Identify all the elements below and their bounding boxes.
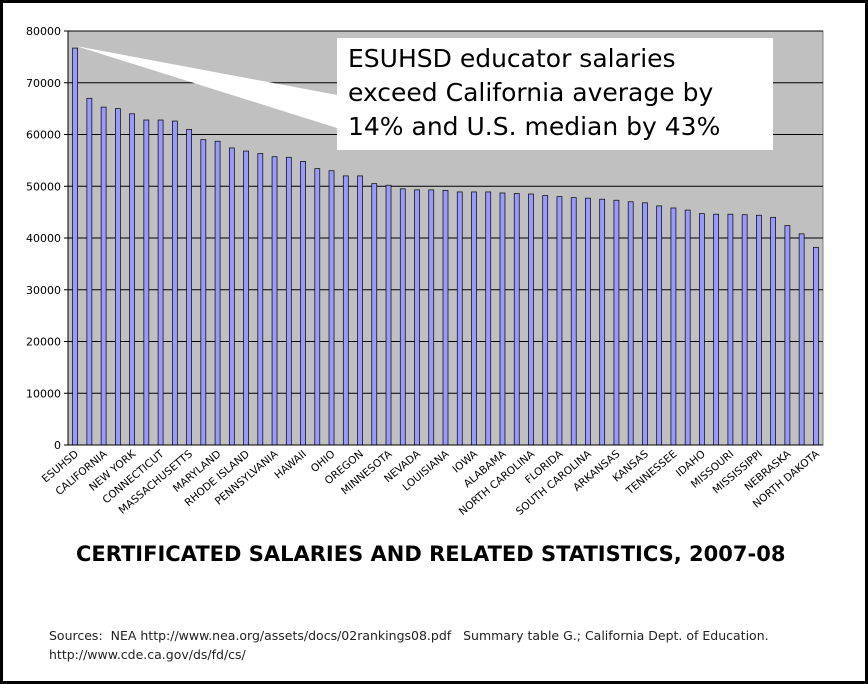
- bar: [585, 197, 591, 446]
- bar: [271, 156, 278, 446]
- callout-box: [337, 38, 773, 150]
- bar: [756, 214, 762, 446]
- bar: [599, 198, 606, 446]
- sources-note: Sources: NEA http://www.nea.org/assets/d…: [49, 626, 849, 664]
- y-tick-label: 10000: [26, 387, 61, 400]
- bar: [143, 119, 150, 446]
- bar: [228, 147, 235, 446]
- bar: [129, 113, 135, 446]
- bar: [542, 195, 549, 446]
- y-tick-label: 20000: [26, 336, 61, 349]
- bar: [300, 161, 306, 446]
- bar: [257, 153, 264, 446]
- bar: [72, 47, 78, 446]
- bar: [214, 140, 221, 446]
- bar: [670, 207, 677, 446]
- bar: [727, 213, 734, 446]
- bar: [371, 183, 378, 446]
- bar: [243, 150, 249, 446]
- axes: [64, 30, 823, 446]
- bar: [399, 188, 406, 446]
- bar: [813, 246, 819, 446]
- y-tick-label: 70000: [26, 77, 61, 90]
- bar: [157, 119, 164, 446]
- bar: [570, 197, 577, 446]
- y-tick-labels: 0 10000 20000 30000 40000 50000 60000 70000 8000…: [26, 25, 61, 452]
- bar: [456, 191, 463, 446]
- bar: [357, 175, 363, 446]
- x-tick-label: HAWAII: [272, 448, 309, 481]
- y-tick-label: 60000: [26, 129, 61, 142]
- bar: [171, 120, 178, 446]
- bar: [428, 189, 435, 446]
- bar: [556, 196, 563, 446]
- bar: [684, 209, 691, 446]
- y-tick-label: 50000: [26, 180, 61, 193]
- bar: [528, 193, 534, 446]
- bar: [86, 97, 93, 446]
- bar: [699, 213, 705, 446]
- y-tick-label: 0: [54, 439, 61, 452]
- bar: [342, 175, 349, 446]
- bar: [713, 213, 720, 446]
- y-tick-label: 40000: [26, 232, 61, 245]
- bar: [784, 225, 791, 446]
- bar: [115, 108, 121, 446]
- bar: [627, 201, 634, 446]
- bars: [72, 47, 819, 446]
- y-tick-label: 30000: [26, 284, 61, 297]
- bar: [485, 191, 492, 446]
- callout-pointer: [76, 46, 337, 128]
- bar: [471, 191, 477, 446]
- bar: [798, 233, 805, 446]
- y-tick-label: 80000: [26, 25, 61, 38]
- bar: [513, 193, 520, 446]
- bar: [414, 189, 420, 446]
- bar: [442, 190, 449, 446]
- bar: [499, 192, 506, 446]
- callout-text: ESUHSD educator salaries exceed Californ…: [348, 44, 721, 141]
- sources-line-1: Sources: NEA http://www.nea.org/assets/d…: [49, 628, 769, 643]
- bar: [642, 202, 648, 446]
- bar: [328, 170, 335, 446]
- bar: [656, 205, 663, 446]
- bar: [770, 216, 776, 446]
- bar: [186, 128, 192, 446]
- chart-title: CERTIFICATED SALARIES AND RELATED STATIS…: [76, 542, 786, 566]
- bar: [613, 199, 620, 446]
- sources-line-2: http://www.cde.ca.gov/ds/fd/cs/: [49, 647, 246, 662]
- bar: [285, 156, 292, 446]
- bar: [385, 184, 392, 446]
- bar: [741, 214, 748, 446]
- bar: [314, 168, 321, 446]
- bar: [100, 106, 107, 446]
- bar: [200, 139, 207, 446]
